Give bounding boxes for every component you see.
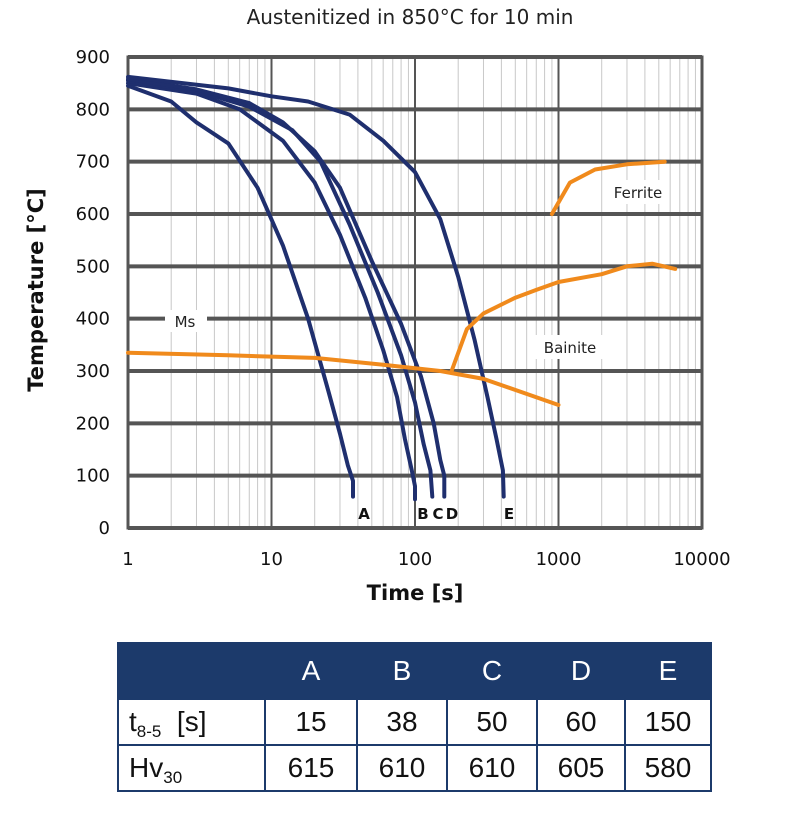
series-line-c	[126, 78, 435, 499]
series-label-e: E	[504, 505, 514, 523]
col-header: D	[536, 642, 626, 700]
x-tick-label: 1000	[536, 549, 582, 570]
ferrite-label-bg	[608, 180, 668, 204]
x-tick-label: 100	[398, 549, 432, 570]
chart-title: Austenitized in 850°C for 10 min	[247, 5, 574, 29]
table-cell: 50	[446, 698, 538, 746]
y-tick-label: 700	[76, 152, 110, 173]
series-line-ms	[126, 350, 561, 407]
y-tick-label: 900	[76, 47, 110, 68]
y-tick-label: 800	[76, 99, 110, 120]
row-label-unit: [s]	[161, 706, 207, 737]
table-cell: 38	[356, 698, 448, 746]
series-label-a: A	[358, 505, 370, 523]
ms-label-bg	[165, 310, 207, 332]
x-axis-label: Time [s]	[367, 581, 464, 605]
col-header: B	[356, 642, 448, 700]
table-cell: 60	[536, 698, 626, 746]
series-label-c: C	[432, 505, 443, 523]
plot-area	[126, 74, 678, 502]
table-cell: 15	[264, 698, 358, 746]
grid	[126, 55, 704, 530]
table-row: Hv30 615 610 610 605 580	[117, 744, 712, 792]
y-tick-label: 600	[76, 204, 110, 225]
bainite-label-bg	[535, 335, 605, 359]
plot-frame	[126, 55, 704, 530]
series-label-bainite: Bainite	[544, 339, 596, 357]
table-cell: 615	[264, 744, 358, 792]
cct-chart: Austenitized in 850°C for 10 min 1 10 100 1…	[24, 5, 731, 605]
series-label-b: B	[417, 505, 428, 523]
y-tick-label: 400	[76, 309, 110, 330]
property-table: A B C D E t8-5 [s] 15 38 50 60 150 Hv30 …	[117, 642, 712, 792]
row-label-main: t	[129, 706, 137, 737]
table-header-row: A B C D E	[117, 642, 712, 700]
series-line-a	[126, 83, 355, 499]
col-header: E	[624, 642, 712, 700]
series-line-b	[126, 81, 417, 502]
table-corner	[117, 642, 266, 700]
y-tick-label: 100	[76, 466, 110, 487]
y-tick-label: 200	[76, 413, 110, 434]
y-tick-label: 300	[76, 361, 110, 382]
table-cell: 610	[356, 744, 448, 792]
row-label-subscript: 30	[163, 768, 183, 787]
series-label-ferrite: Ferrite	[614, 184, 662, 202]
series-line-d	[126, 77, 447, 499]
series-line-e	[126, 74, 506, 499]
row-label-main: Hv	[129, 752, 164, 783]
y-tick-label: 500	[76, 256, 110, 277]
table-cell: 610	[446, 744, 538, 792]
series-line-ferrite	[549, 159, 667, 216]
y-axis-label: Temperature [°C]	[24, 188, 48, 391]
table-row: t8-5 [s] 15 38 50 60 150	[117, 698, 712, 746]
row-label-subscript: 8-5	[136, 722, 162, 741]
x-tick-label: 1	[122, 549, 133, 570]
series-label-ms: Ms	[175, 313, 196, 331]
row-label: Hv30	[117, 744, 266, 792]
y-tick-label: 0	[99, 518, 110, 539]
series-label-d: D	[446, 505, 458, 523]
table-cell: 605	[536, 744, 626, 792]
x-tick-label: 10	[260, 549, 283, 570]
chart-labels: 1 10 100 1000 10000 0 100 200 300 400 500 600 700 800…	[76, 47, 731, 570]
table-cell: 150	[624, 698, 712, 746]
row-label: t8-5 [s]	[117, 698, 266, 746]
series-line-bainite	[449, 261, 678, 373]
col-header: A	[264, 642, 358, 700]
table-cell: 580	[624, 744, 712, 792]
col-header: C	[446, 642, 538, 700]
x-tick-label: 10000	[673, 549, 730, 570]
